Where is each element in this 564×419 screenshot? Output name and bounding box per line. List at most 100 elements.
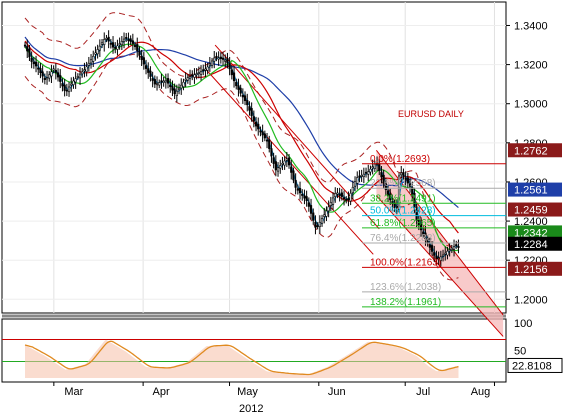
candle-body xyxy=(34,61,38,67)
grid-layer xyxy=(2,2,506,313)
candle-body xyxy=(263,133,266,139)
candle-body xyxy=(94,52,97,55)
candle-body xyxy=(281,162,284,165)
candle-body xyxy=(270,148,273,157)
candle-body xyxy=(384,183,387,190)
candle-body xyxy=(391,201,394,205)
x-tick-label: Mar xyxy=(64,386,83,398)
price-tag-label: 1.2762 xyxy=(514,145,548,157)
y-tick-label: 1.3000 xyxy=(514,99,548,111)
candle-body xyxy=(166,78,170,84)
candle-body xyxy=(305,196,308,202)
moving-average-mid-line xyxy=(24,43,459,252)
price-tag-box xyxy=(508,236,562,251)
candle-body xyxy=(274,161,277,171)
candle-body xyxy=(48,74,51,79)
candle-body xyxy=(290,166,293,173)
candle-body xyxy=(347,198,350,200)
candle-body xyxy=(237,85,240,90)
candle-body xyxy=(197,72,200,74)
candle-body xyxy=(404,177,407,180)
oscillator-tick-label: 50 xyxy=(514,346,526,358)
candle-body xyxy=(136,44,139,51)
candle-body xyxy=(158,82,161,86)
candle-body xyxy=(72,80,75,85)
candle-body xyxy=(61,83,64,87)
candle-body xyxy=(408,183,412,187)
candle-body xyxy=(111,42,115,48)
candle-body xyxy=(228,63,231,70)
candle-body xyxy=(439,256,442,261)
candle-body xyxy=(252,116,255,122)
candle-body xyxy=(364,171,368,174)
fibonacci-level-label: 76.4%(1.2288) xyxy=(370,233,436,244)
candle-body xyxy=(210,60,214,66)
candle-body xyxy=(296,188,299,191)
candle-body xyxy=(422,231,425,235)
x-tick-label: Jul xyxy=(416,386,430,398)
envelope-upper-line xyxy=(24,12,459,247)
candle-body xyxy=(226,58,229,64)
oscillator-current-box xyxy=(507,357,563,373)
candle-body xyxy=(312,212,315,221)
x-tick-label: Apr xyxy=(153,386,170,398)
candle-body xyxy=(149,70,152,77)
price-tag-label: 1.2561 xyxy=(514,185,548,197)
candle-body xyxy=(323,214,326,217)
candle-body xyxy=(402,172,405,177)
y-tick-label: 1.3400 xyxy=(514,20,548,32)
candle-body xyxy=(39,68,42,73)
candle-body xyxy=(452,246,456,250)
candle-body xyxy=(433,252,436,256)
candle-body xyxy=(254,121,258,127)
price-tag-box xyxy=(508,225,562,240)
candle-body xyxy=(92,55,95,62)
candle-body xyxy=(96,49,99,55)
candle-body xyxy=(177,87,181,91)
candle-body xyxy=(360,174,363,177)
candle-body xyxy=(336,192,339,195)
candle-body xyxy=(325,210,328,217)
candle-body xyxy=(37,67,40,70)
candle-body xyxy=(164,80,167,83)
fibonacci-level-label: 61.8%(1.2365) xyxy=(370,218,436,229)
candle-body xyxy=(248,106,251,111)
oscillator-area xyxy=(25,339,459,378)
oscillator-layer: 100 50 22.8108 xyxy=(2,318,563,378)
price-tag-label: 1.2284 xyxy=(514,239,548,251)
candle-body xyxy=(138,50,141,56)
candle-body xyxy=(272,157,275,164)
candle-body xyxy=(232,72,236,82)
candle-body xyxy=(316,225,319,228)
price-tag-box xyxy=(508,143,562,158)
candle-body xyxy=(380,172,383,178)
candle-body xyxy=(105,37,108,40)
x-tick-label: Aug xyxy=(471,386,491,398)
candle-body xyxy=(259,130,262,133)
candle-body xyxy=(349,192,352,202)
candle-body xyxy=(118,43,121,46)
candle-body xyxy=(257,123,260,130)
candle-body xyxy=(125,37,128,39)
candle-body xyxy=(265,139,269,142)
candle-body xyxy=(70,83,73,86)
candle-body xyxy=(261,131,264,136)
candle-body xyxy=(338,194,341,197)
candle-body xyxy=(120,40,123,46)
candle-body xyxy=(160,80,163,83)
candle-body xyxy=(213,57,216,62)
candle-body xyxy=(43,77,46,80)
candle-body xyxy=(103,39,106,45)
oscillator-panel-border xyxy=(1,318,507,383)
candle-body xyxy=(301,194,304,196)
candle-body xyxy=(444,252,447,255)
price-tag-box xyxy=(508,182,562,197)
candle-body xyxy=(276,167,280,172)
candle-body xyxy=(450,247,453,251)
candle-body xyxy=(89,59,93,64)
candle-body xyxy=(215,56,218,58)
candle-body xyxy=(171,86,174,91)
candle-body xyxy=(151,78,154,81)
